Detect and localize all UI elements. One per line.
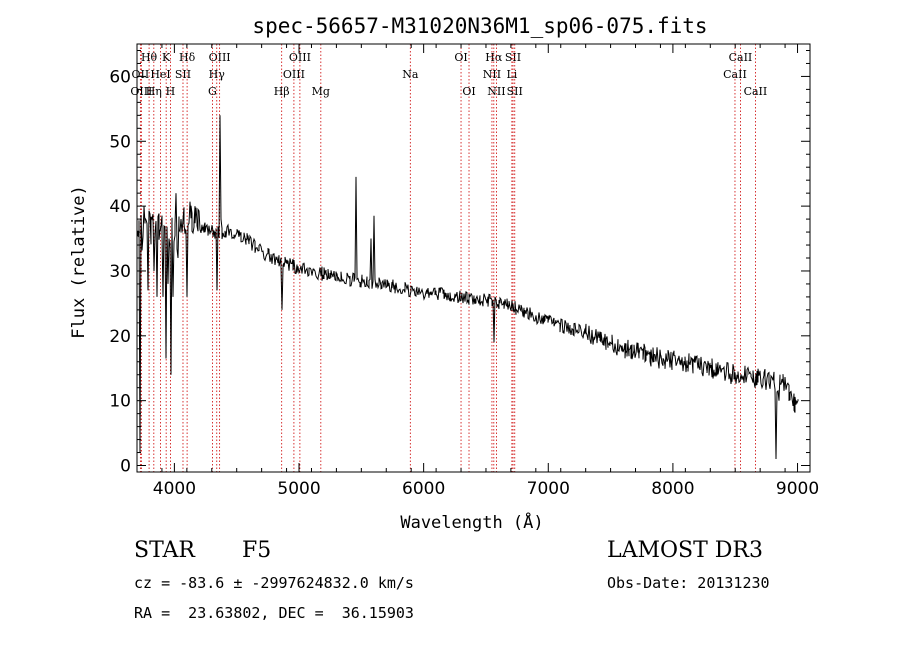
line-label: HeI [150,68,170,81]
line-label: Li [506,68,517,81]
line-label: CaII [723,68,747,81]
y-axis-ticks: 0 10 20 30 40 50 60 [109,49,810,477]
line-label: NII [483,68,501,81]
survey-name: LAMOST DR3 [607,538,763,563]
x-tick-label: 7000 [527,479,570,499]
coordinates: RA = 23.63802, DEC = 36.15903 [134,604,414,622]
x-tick-label: 4000 [153,479,196,499]
line-label: OIII [289,51,311,64]
line-label: OIII [130,85,152,98]
line-label: Hδ [179,51,196,64]
line-label: G [208,85,217,98]
observation-date: Obs-Date: 20131230 [607,574,770,592]
y-tick-label: 10 [109,392,131,412]
line-label: OI [454,51,467,64]
line-label: OII [132,68,150,81]
object-class: STAR [134,538,195,563]
line-label: CaII [729,51,753,64]
x-axis-ticks: 4000 5000 6000 7000 8000 9000 [136,44,819,499]
line-label: Mg [312,85,330,98]
line-label: SII [505,51,521,64]
line-label: SII [175,68,191,81]
line-markers: Hθ OII OIII K HeI Hη H SII Hδ OIII Hγ G OIII OIII Hβ Mg… [130,44,767,472]
redshift-readout: cz = -83.6 ± -2997624832.0 km/s [134,574,414,592]
y-tick-label: 0 [120,457,131,477]
line-label: Hθ [141,51,158,64]
y-tick-label: 50 [109,132,131,152]
object-subclass: F5 [242,538,272,563]
plot-frame [136,43,811,473]
x-tick-label: 5000 [277,479,320,499]
x-axis-label: Wavelength (Å) [400,511,543,533]
line-label: SII [507,85,523,98]
x-tick-label: 8000 [651,479,694,499]
line-label: Hη [146,85,162,98]
line-label: OIII [283,68,305,81]
y-tick-label: 30 [109,262,131,282]
line-label: K [162,51,171,64]
line-label: Hγ [209,68,226,81]
line-label: H [166,85,176,98]
line-label: CaII [744,85,768,98]
y-axis-label: Flux (relative) [69,185,89,339]
line-label: NII [487,85,505,98]
y-tick-label: 40 [109,197,131,217]
line-label: OI [462,85,475,98]
chart-title: spec-56657-M31020N36M1_sp06-075.fits [252,14,707,38]
spectrum-line [136,115,799,460]
line-label: Hα [485,51,503,64]
x-tick-label: 6000 [402,479,445,499]
x-tick-label: 9000 [776,479,819,499]
y-tick-label: 60 [109,67,131,87]
line-label: Na [402,68,419,81]
line-label: Hβ [274,85,290,98]
y-tick-label: 20 [109,327,131,347]
line-label: OIII [209,51,231,64]
